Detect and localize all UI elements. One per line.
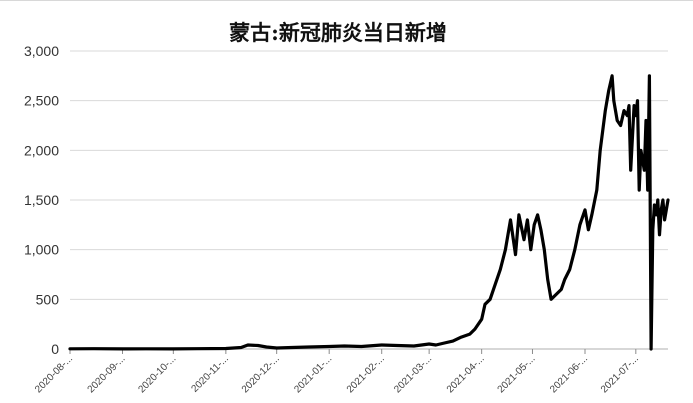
x-tick-label: 2021-04-... — [445, 353, 487, 395]
y-tick-label: 2,500 — [24, 93, 59, 109]
x-tick-label: 2021-07-... — [599, 353, 641, 395]
series-layer — [68, 74, 670, 351]
y-axis: 0 500 1,000 1,500 2,000 2,500 3,000 — [24, 43, 59, 357]
chart-title: 蒙古:新冠肺炎当日新增 — [229, 20, 447, 45]
x-tick-label: 2020-08-... — [33, 353, 75, 395]
x-tick-label: 2021-03-... — [392, 353, 434, 395]
x-tick-label: 2021-06-... — [548, 353, 590, 395]
x-tick-label: 2021-01-... — [292, 353, 334, 395]
y-tick-label: 0 — [51, 341, 59, 357]
x-tick-label: 2020-09-... — [86, 353, 128, 395]
y-tick-label: 2,000 — [24, 142, 59, 158]
y-tick-label: 1,500 — [24, 192, 59, 208]
x-tick-label: 2021-05-... — [496, 353, 538, 395]
x-tick-label: 2020-10-... — [136, 353, 178, 395]
x-tick-label: 2020-12-... — [240, 353, 282, 395]
series-line-0 — [68, 74, 670, 351]
x-tick-label: 2021-02-... — [345, 353, 387, 395]
x-axis: 2020-08-... 2020-09-... 2020-10-... 2020-11… — [33, 348, 668, 395]
y-tick-label: 500 — [36, 291, 60, 307]
x-tick-label: 2020-11-... — [190, 353, 231, 394]
y-tick-label: 3,000 — [24, 43, 59, 59]
y-tick-label: 1,000 — [24, 242, 59, 258]
grid-layer — [70, 50, 668, 300]
